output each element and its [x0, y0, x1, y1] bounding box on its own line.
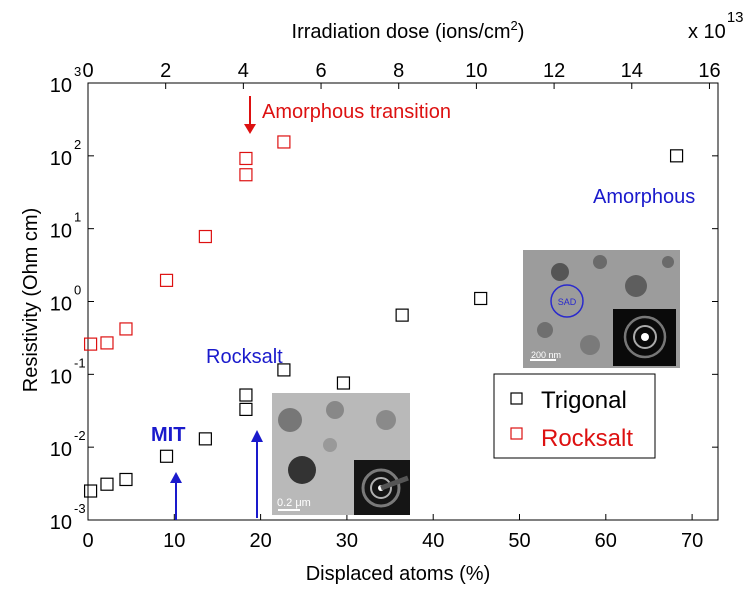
legend-box [493, 373, 656, 459]
top-tick-label: 14 [621, 60, 643, 82]
legend-label-trigonal: Trigonal [541, 387, 627, 414]
arrowhead-up-icon [170, 472, 182, 483]
sad-aperture [550, 284, 584, 318]
top-axis-multiplier: x 1013 [688, 9, 744, 43]
x-tick-label: 50 [508, 530, 530, 552]
x-tick-label: 0 [82, 530, 93, 552]
top-axis-label: Irradiation dose (ions/cm2) [292, 18, 525, 43]
marker-trigonal [198, 432, 212, 446]
sad-label: SAD [558, 297, 577, 307]
top-tick-label: 4 [238, 60, 249, 82]
mit-label: MIT [151, 424, 185, 446]
marker-trigonal [159, 449, 174, 463]
amorphous-transition-annotation: Amorphous transition [244, 96, 451, 134]
marker-trigonal [395, 308, 409, 322]
marker-rocksalt [239, 151, 253, 166]
rocksalt-arrow [251, 430, 263, 518]
scale-bar-200nm: 200 nm [531, 350, 561, 360]
x-tick-label: 10 [163, 530, 185, 552]
marker-rocksalt [83, 337, 98, 351]
marker-trigonal [83, 484, 98, 498]
x-tick-label: 30 [336, 530, 358, 552]
inset-micrograph-amorphous: SAD 200 nm [523, 250, 680, 368]
marker-rocksalt [239, 168, 253, 182]
rocksalt-label: Rocksalt [206, 346, 283, 368]
y-tick-label: 100 [50, 283, 81, 316]
arrowhead-up-icon [251, 430, 263, 442]
legend-label-rocksalt: Rocksalt [541, 425, 633, 452]
top-tick-label: 0 [82, 60, 93, 82]
marker-trigonal [239, 388, 253, 402]
x-tick-label: 20 [249, 530, 271, 552]
marker-trigonal [336, 376, 351, 390]
top-tick-label: 8 [393, 60, 404, 82]
y-ticks: 10-3 10-2 10-1 100 101 102 103 [50, 64, 718, 534]
amorphous-transition-label: Amorphous transition [262, 101, 451, 123]
legend-marker-trigonal [510, 392, 523, 405]
marker-rocksalt [277, 135, 291, 149]
top-tick-label: 6 [315, 60, 326, 82]
top-tick-label: 10 [465, 60, 487, 82]
top-tick-label: 2 [160, 60, 171, 82]
x-tick-label: 60 [595, 530, 617, 552]
marker-rocksalt [100, 336, 114, 350]
y-tick-label: 10-1 [50, 355, 86, 388]
y-axis-label: Resistivity (Ohm cm) [20, 208, 42, 392]
x-ticks-top: 0 2 4 6 8 10 12 14 16 [82, 60, 721, 89]
top-tick-label: 16 [698, 60, 720, 82]
marker-trigonal [277, 363, 291, 377]
scale-bar-02um: 0.2 μm [277, 497, 311, 509]
y-tick-label: 102 [50, 137, 81, 170]
x-ticks-bottom: 0 10 20 30 40 50 60 70 [82, 514, 703, 552]
x-tick-label: 70 [681, 530, 703, 552]
y-tick-label: 10-3 [50, 501, 86, 534]
arrowhead-down-icon [244, 124, 256, 134]
marker-trigonal [669, 149, 684, 163]
amorphous-label: Amorphous [593, 186, 695, 208]
legend: Trigonal Rocksalt [493, 373, 656, 459]
inset-micrograph-rocksalt: 0.2 μm [272, 393, 410, 515]
x-tick-label: 40 [422, 530, 444, 552]
y-tick-label: 10-2 [50, 428, 86, 461]
marker-rocksalt [159, 273, 174, 287]
mit-arrow [170, 472, 182, 520]
legend-marker-rocksalt [510, 427, 523, 440]
x-axis-label: Displaced atoms (%) [306, 563, 491, 585]
top-tick-label: 12 [543, 60, 565, 82]
series-rocksalt [83, 135, 291, 351]
marker-trigonal [474, 291, 488, 306]
series-trigonal [83, 149, 684, 498]
y-tick-label: 101 [50, 210, 81, 243]
marker-trigonal [239, 402, 253, 417]
marker-rocksalt [119, 322, 133, 336]
marker-rocksalt [198, 229, 212, 244]
marker-trigonal [100, 477, 114, 491]
marker-trigonal [119, 472, 133, 487]
y-tick-label: 103 [50, 64, 81, 97]
